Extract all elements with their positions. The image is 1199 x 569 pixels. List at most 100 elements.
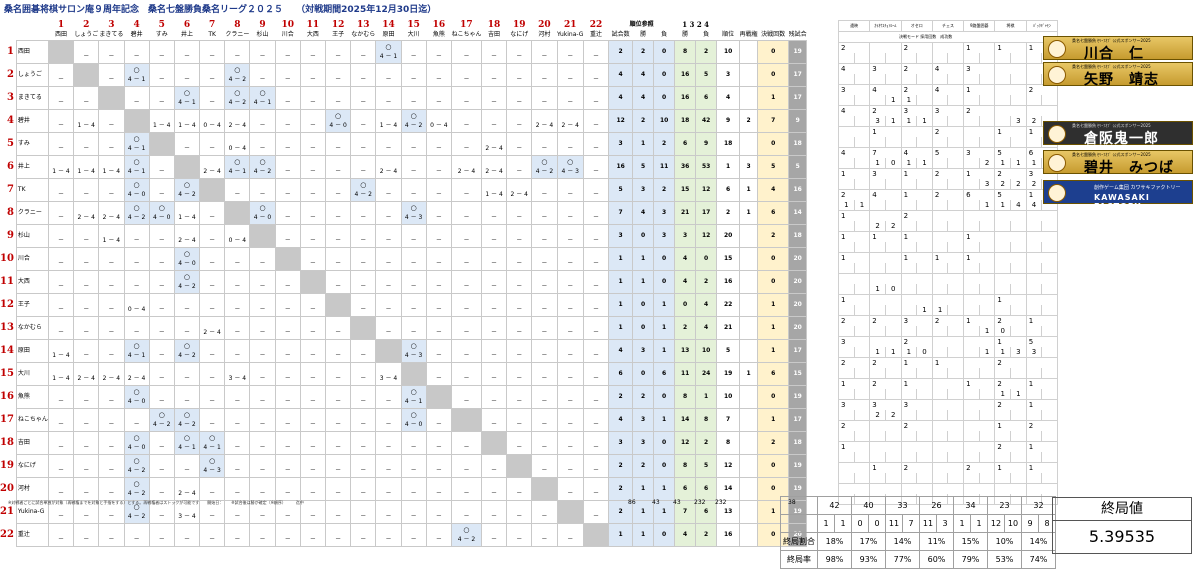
match-empty-cell: － (47, 109, 75, 133)
match-empty-cell: － (480, 224, 508, 248)
final-rate: 74% (1021, 550, 1056, 569)
match-empty-cell: － (98, 293, 125, 317)
sponsor-sub-cell (1041, 284, 1058, 295)
match-empty-cell: － (582, 339, 610, 363)
match-empty-cell: － (425, 40, 452, 64)
sponsor-sub-cell (978, 221, 996, 232)
match-empty-cell: － (274, 40, 301, 64)
match-win-cell: ○ 4 － 3 (556, 155, 584, 179)
sponsor-sub-cell (838, 116, 855, 127)
table-row: 22 重辻 － － － － － － － － － － － － － － － － ○ 4 －… (0, 523, 808, 547)
sponsor-count-cell: 2 (1025, 84, 1058, 95)
match-empty-cell: － (350, 63, 377, 87)
row-number: 13 (0, 322, 14, 333)
match-empty-cell: － (480, 86, 508, 110)
match-empty-cell: － (199, 63, 226, 87)
sponsor-sub-cell: 1 (884, 95, 902, 106)
sponsor-sub-cell: 3 (978, 179, 996, 190)
match-empty-cell: － (47, 224, 75, 248)
sponsor-sub-cell (869, 389, 886, 400)
individual-wins: 18 (674, 109, 697, 133)
sponsor-subtitle: 桑名七盤勝負 ｾﾘｰﾌｵﾌﾞ 公式スポンサー2025 (1072, 64, 1151, 69)
match-empty-cell: － (556, 385, 584, 409)
column-header-name: 原田 (382, 31, 395, 38)
match-empty-cell: － (249, 293, 276, 317)
rank: 3 (716, 63, 741, 87)
final-ratio: 11% (919, 532, 954, 551)
sponsor-sub-cell (947, 431, 965, 442)
sponsor-sub-cell (1010, 242, 1027, 253)
match-empty-cell: － (506, 224, 533, 248)
total-ind-wins: 232 (694, 499, 706, 506)
losses: 3 (653, 201, 676, 225)
match-empty-cell: － (480, 201, 508, 225)
individual-wins: 14 (674, 408, 697, 432)
sponsor-sub-cell: 1 (978, 347, 996, 358)
match-empty-cell: － (324, 477, 352, 501)
column-number: 19 (512, 20, 526, 30)
table-row: 8 クラニー － 2 － 4 2 － 4 ○ 4 － 2 ○ 4 － 0 1 － 4 － ○… (0, 201, 808, 225)
match-empty-cell: － (480, 293, 508, 317)
sponsor-sub-cell (963, 200, 980, 211)
match-empty-cell: － (425, 477, 452, 501)
rematch-right (739, 270, 759, 294)
match-empty-cell: － (350, 40, 377, 64)
sponsor-sub-cell (838, 158, 855, 169)
sponsor-count-cell (869, 42, 902, 53)
game-type-header: ｶﾗｵｹｽﾁｮｧﾙｰﾑ (869, 20, 902, 32)
sponsor-sub-cell (931, 347, 949, 358)
sponsor-count-cell: 2 (869, 357, 902, 368)
rematch-right (739, 316, 759, 340)
match-empty-cell: － (582, 408, 610, 432)
match-empty-cell: － (47, 201, 75, 225)
match-empty-cell: － (249, 270, 276, 294)
final-ratio: 14% (885, 532, 920, 551)
games-played: 3 (608, 431, 634, 455)
sponsor-sub-cell (869, 74, 886, 85)
match-empty-cell: － (73, 178, 100, 202)
sponsor-count-cell (963, 483, 996, 494)
sponsor-sub-cell (931, 137, 949, 148)
games-played: 1 (608, 523, 634, 547)
game-sub-count: 9 (1021, 514, 1039, 533)
row-number: 18 (0, 437, 14, 448)
match-empty-cell: － (450, 86, 482, 110)
sponsor-sub-cell (1041, 221, 1058, 232)
sponsor-count-cell: 2 (931, 168, 965, 179)
match-empty-cell: － (249, 132, 276, 156)
sponsor-count-cell: 1 (1025, 315, 1058, 326)
wins: 1 (632, 132, 655, 156)
match-empty-cell: － (375, 500, 402, 524)
match-empty-cell: － (274, 339, 301, 363)
sponsor-count-cell (931, 378, 965, 389)
sponsor-sub-cell: 2 (869, 410, 886, 421)
individual-wins: 4 (674, 523, 697, 547)
losses: 3 (653, 224, 676, 248)
footnote: ※対戦者ごとに試合単独が対象（再戦権までを対象と手指をする）とする。再戦権者はス… (8, 500, 304, 505)
wins: 1 (632, 477, 655, 501)
sponsor-count-cell: 2 (837, 420, 871, 431)
sponsor-sub-cell (916, 263, 933, 274)
sponsor-sub-cell (916, 452, 933, 463)
match-empty-cell: － (324, 224, 352, 248)
self-match-cell (450, 408, 482, 432)
match-empty-cell: － (299, 63, 327, 87)
sponsor-sub-cell (947, 368, 965, 379)
match-empty-cell: － (324, 63, 352, 87)
game-type-header: チェス (931, 20, 965, 32)
match-empty-cell: － (480, 454, 508, 478)
self-match-cell (299, 270, 327, 294)
match-empty-cell: － (450, 362, 482, 386)
match-empty-cell: － (224, 454, 251, 478)
sponsor-sub-cell (963, 347, 980, 358)
sponsor-sub-cell (947, 284, 965, 295)
sponsor-sub-cell (947, 221, 965, 232)
match-empty-cell: － (249, 362, 276, 386)
sponsor-sub-cell (1025, 410, 1043, 421)
column-number: 9 (259, 20, 266, 30)
table-row: 4 碧井 － 1 － 4 － 1 － 4 1 － 4 0 － 4 2 － 4 － … (0, 109, 808, 133)
match-empty-cell: － (375, 408, 402, 432)
final-count: 0 (757, 132, 790, 156)
match-empty-cell: － (224, 523, 251, 547)
table-row: 1 西田 － － － － － － － － － － － － ○ 4 － 1 － － － … (0, 40, 808, 64)
